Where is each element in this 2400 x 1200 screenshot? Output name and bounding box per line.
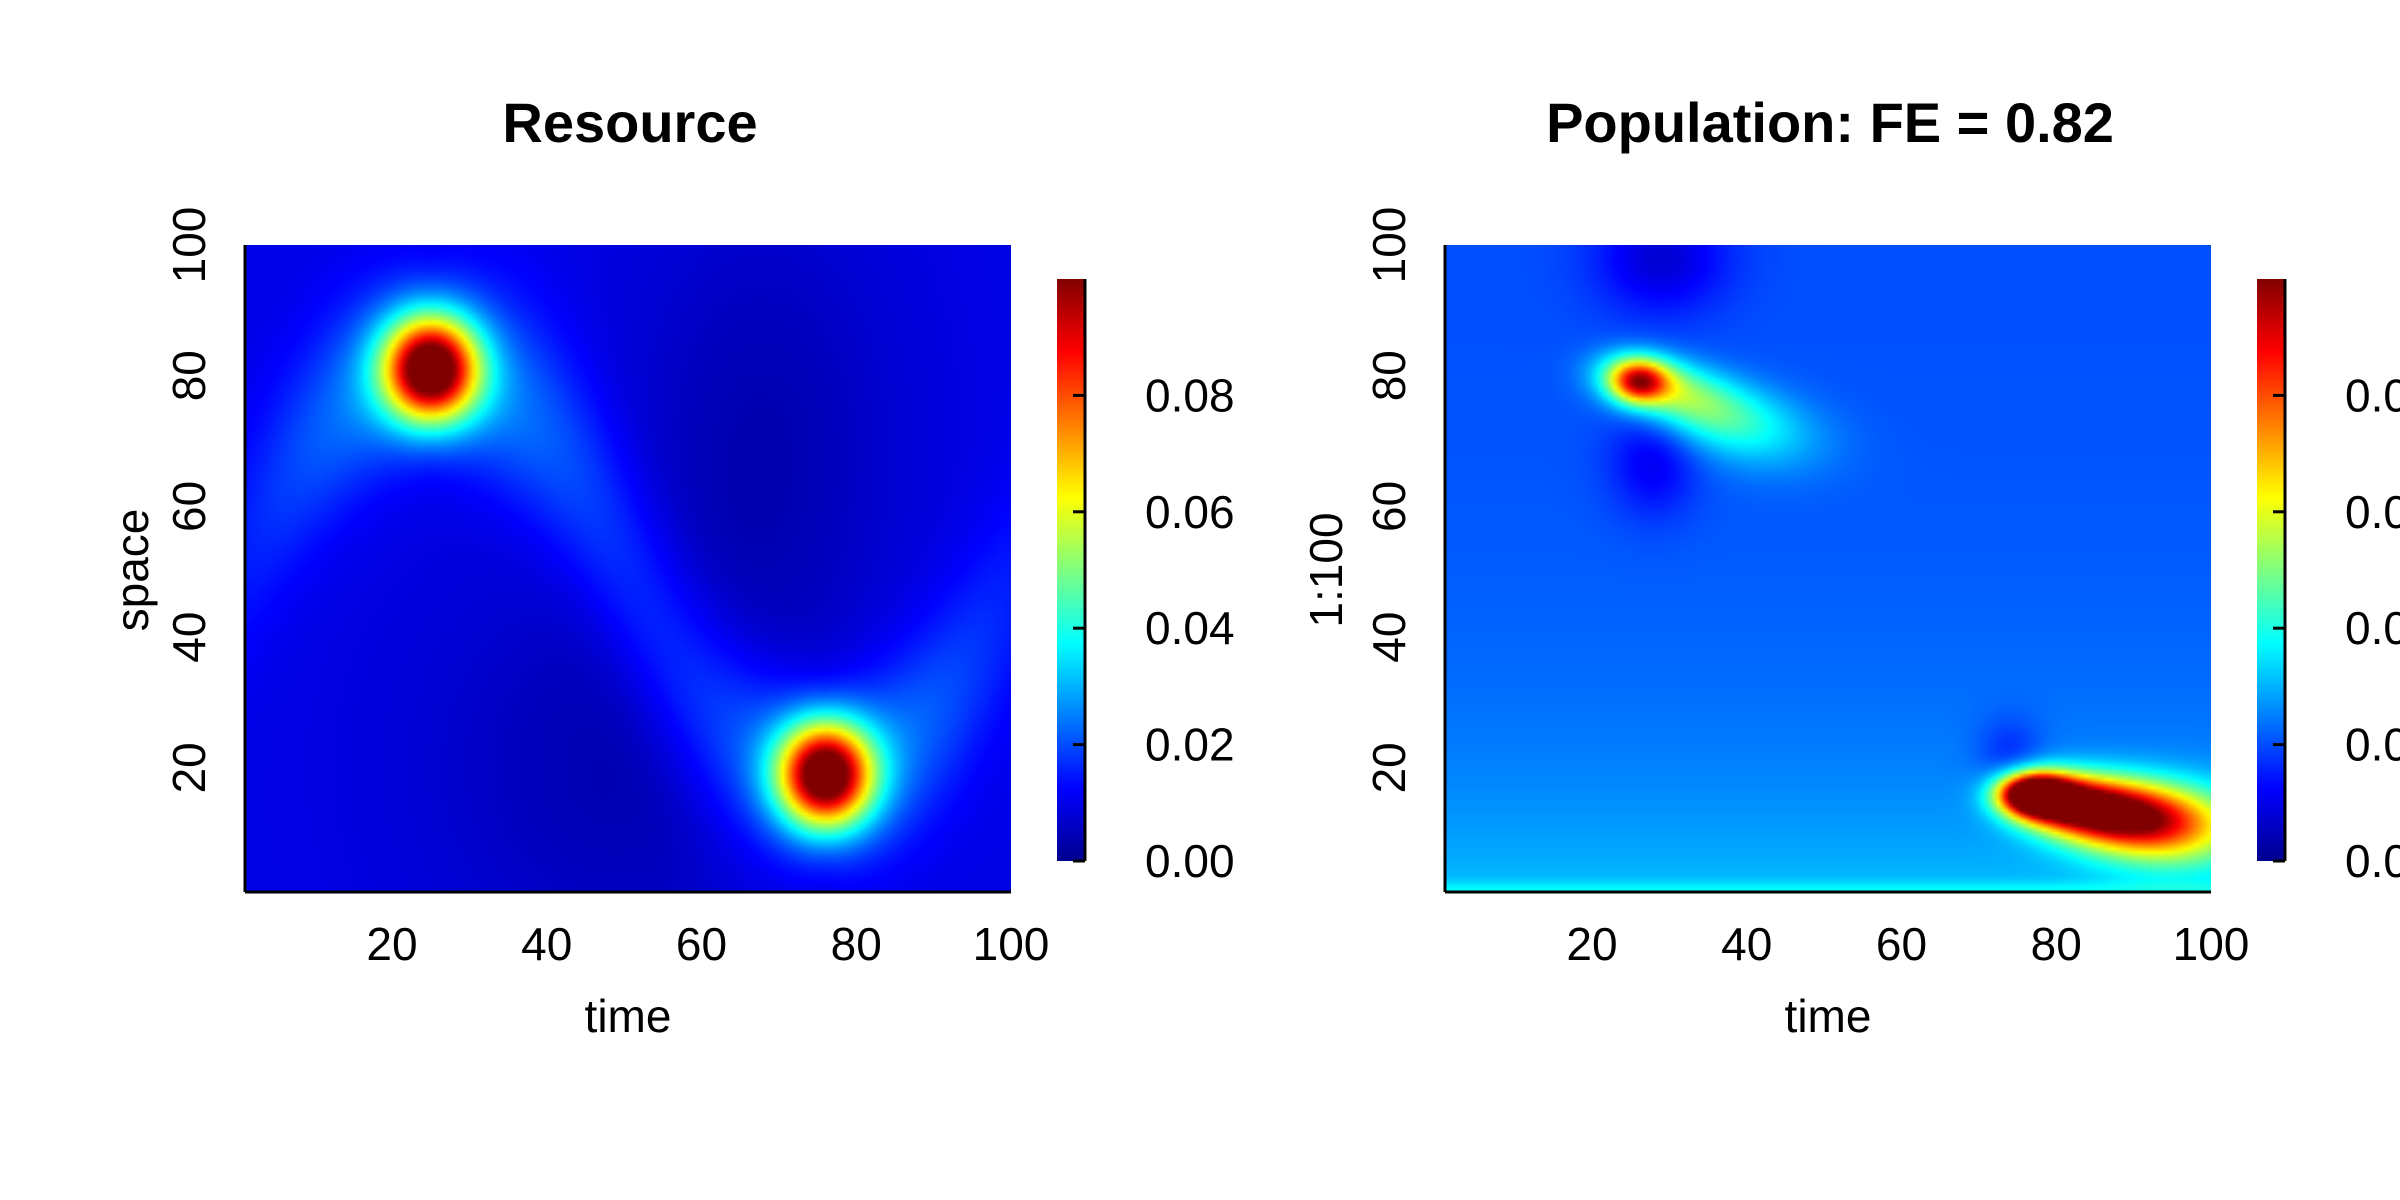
heatmap-area: [1445, 245, 2211, 892]
y-axis-label: space: [106, 509, 158, 632]
y-axis-label: 1:100: [1300, 512, 1352, 627]
colorbar-gradient: [2257, 279, 2285, 861]
y-tick-label: 80: [1363, 350, 1415, 401]
x-axis-label: time: [585, 990, 672, 1042]
axes: 20 40 60 80 100 20 40 60 80 100: [163, 207, 1049, 970]
colorbar-tick-label: 0.0: [2345, 719, 2400, 771]
colorbar-gradient: [1057, 279, 1085, 861]
colorbar: 0.00 0.02 0.04 0.06 0.08: [1057, 279, 1235, 887]
x-tick-label: 20: [366, 918, 417, 970]
x-tick-label: 60: [1876, 918, 1927, 970]
y-tick-label: 100: [1363, 207, 1415, 284]
axes: 20 40 60 80 100 20 40 60 80 100: [1363, 207, 2249, 970]
y-tick-label: 40: [163, 612, 215, 663]
chart-population: Population: FE = 0.82 20 40 60 80 100 20 40 60 8…: [1300, 91, 2400, 1042]
colorbar-tick-label: 0.04: [1145, 602, 1235, 654]
y-tick-label: 60: [163, 481, 215, 532]
y-tick-label: 20: [1363, 742, 1415, 793]
y-tick-label: 80: [163, 350, 215, 401]
heatmap-cells: [1445, 245, 2211, 892]
colorbar: 0.0 0.0 0.0 0.0 0.0: [2257, 279, 2400, 887]
chart-title: Population: FE = 0.82: [1546, 91, 2114, 154]
colorbar-tick-label: 0.0: [2345, 369, 2400, 421]
heatmap-cells: [245, 245, 1011, 892]
chart-resource: Resource 20 40 60 80 100 20 40 60 80 100 time spa…: [106, 91, 1235, 1042]
x-axis-label: time: [1785, 990, 1872, 1042]
colorbar-tick-label: 0.08: [1145, 369, 1235, 421]
x-tick-label: 100: [973, 918, 1050, 970]
heatmap-area: [245, 245, 1011, 892]
y-tick-label: 20: [163, 742, 215, 793]
colorbar-tick-label: 0.0: [2345, 602, 2400, 654]
y-tick-label: 100: [163, 207, 215, 284]
y-tick-label: 60: [1363, 481, 1415, 532]
chart-title: Resource: [502, 91, 757, 154]
y-tick-label: 40: [1363, 612, 1415, 663]
x-tick-label: 20: [1566, 918, 1617, 970]
x-tick-label: 60: [676, 918, 727, 970]
x-tick-label: 100: [2173, 918, 2250, 970]
colorbar-tick-label: 0.0: [2345, 835, 2400, 887]
colorbar-tick-label: 0.02: [1145, 719, 1235, 771]
colorbar-tick-label: 0.0: [2345, 486, 2400, 538]
x-tick-label: 40: [1721, 918, 1772, 970]
x-tick-label: 80: [2031, 918, 2082, 970]
x-tick-label: 80: [831, 918, 882, 970]
colorbar-tick-label: 0.00: [1145, 835, 1235, 887]
colorbar-tick-label: 0.06: [1145, 486, 1235, 538]
x-tick-label: 40: [521, 918, 572, 970]
